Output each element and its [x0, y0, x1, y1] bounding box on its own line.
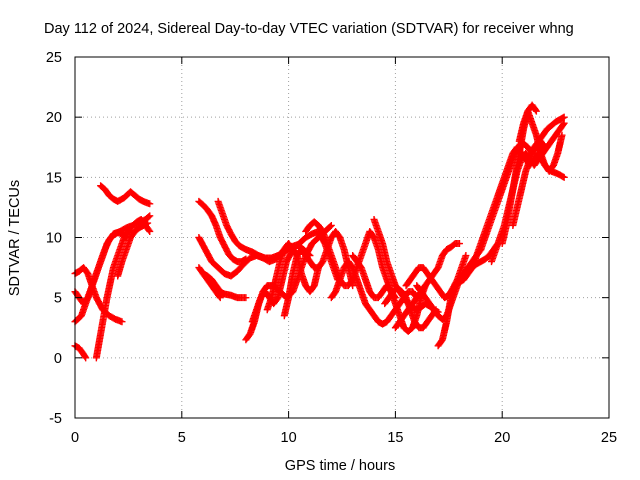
series-track-ae	[515, 107, 566, 175]
data-point	[146, 227, 154, 235]
data-point	[144, 219, 152, 227]
grid-lines	[75, 57, 609, 418]
x-tick-label: 10	[281, 430, 297, 446]
axis-ticks	[74, 56, 610, 419]
data-point	[560, 173, 568, 181]
series-track-v	[391, 240, 463, 332]
y-tick-label: 15	[46, 170, 62, 186]
data-point	[215, 292, 223, 300]
data-point	[118, 318, 126, 326]
data-point	[82, 354, 90, 362]
data-point	[559, 120, 567, 128]
series-track-g	[114, 219, 152, 280]
y-axis-label: SDTVAR / TECUs	[7, 180, 23, 296]
data-point	[532, 107, 540, 115]
series-track-e	[92, 215, 154, 362]
y-tick-label: 10	[46, 231, 62, 247]
y-tick-labels: -5 0 5 10 15 20 25	[46, 50, 62, 427]
y-tick-label: 20	[46, 110, 62, 126]
chart-title: Day 112 of 2024, Sidereal Day-to-day VTE…	[44, 21, 574, 37]
series-track-d	[71, 342, 90, 362]
series-track-w	[402, 252, 470, 302]
series-track-ad	[509, 113, 568, 229]
data-point	[560, 119, 568, 127]
data-point	[455, 240, 463, 248]
data-point	[560, 113, 568, 121]
series-track-f	[97, 182, 154, 208]
y-tick-label: 0	[54, 351, 62, 367]
x-tick-label: 15	[387, 430, 403, 446]
y-tick-label: -5	[49, 411, 62, 427]
y-tick-label: 5	[54, 291, 62, 307]
series-track-k	[199, 270, 224, 302]
series-track-ac	[498, 101, 540, 248]
x-tick-labels: 0 5 10 15 20 25	[71, 430, 617, 446]
x-axis-label: GPS time / hours	[285, 458, 395, 474]
data-point	[146, 212, 154, 220]
data-point	[559, 173, 567, 181]
data-point	[327, 221, 335, 229]
data-point	[242, 294, 250, 302]
data-point	[532, 106, 540, 114]
x-tick-label: 0	[71, 430, 79, 446]
data-point	[145, 213, 153, 221]
x-tick-label: 25	[601, 430, 617, 446]
x-tick-label: 5	[178, 430, 186, 446]
series-track-r	[327, 258, 421, 328]
data-point	[145, 226, 153, 234]
data-point	[81, 353, 89, 361]
x-tick-label: 20	[494, 430, 510, 446]
data-points	[71, 101, 568, 362]
data-point	[558, 131, 566, 139]
data-point	[462, 252, 470, 260]
data-point	[216, 294, 224, 302]
data-point	[146, 200, 154, 208]
series-track-o	[263, 240, 323, 314]
data-point	[326, 222, 334, 230]
y-tick-label: 25	[46, 50, 62, 66]
